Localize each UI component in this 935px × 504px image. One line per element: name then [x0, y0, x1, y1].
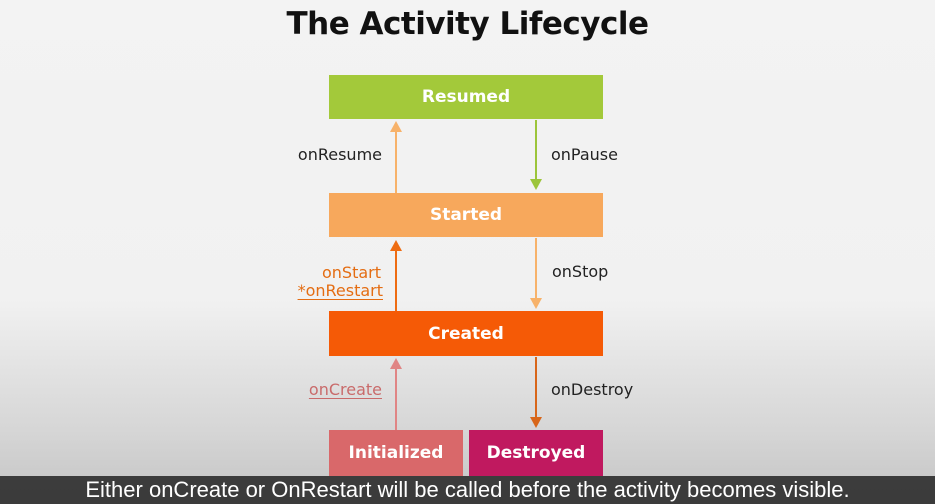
- state-destroyed: Destroyed: [469, 430, 603, 476]
- state-created-label: Created: [428, 323, 504, 344]
- state-started: Started: [329, 193, 603, 237]
- label-on-pause: onPause: [551, 145, 618, 164]
- label-on-stop: onStop: [552, 262, 609, 281]
- arrow-on-create: [390, 358, 402, 430]
- state-initialized: Initialized: [329, 430, 463, 476]
- state-started-label: Started: [429, 205, 503, 225]
- state-destroyed-label: Destroyed: [486, 443, 586, 463]
- label-on-resume: onResume: [297, 145, 382, 164]
- arrow-on-stop: [530, 238, 542, 309]
- state-initialized-label: Initialized: [348, 443, 444, 463]
- label-on-destroy: onDestroy: [551, 380, 634, 399]
- arrow-on-destroy: [530, 357, 542, 428]
- arrow-on-pause: [530, 120, 542, 190]
- subtitle-caption: Either onCreate or OnRestart will be cal…: [0, 476, 935, 504]
- arrow-on-start: [390, 240, 402, 311]
- diagram-title: The Activity Lifecycle: [286, 6, 650, 42]
- state-created: Created: [329, 311, 603, 356]
- arrow-on-resume: [390, 121, 402, 193]
- label-on-create: onCreate: [308, 380, 382, 399]
- label-on-start: onStart: [321, 263, 381, 282]
- label-on-restart: *onRestart: [297, 281, 383, 300]
- state-resumed-label: Resumed: [421, 87, 511, 107]
- state-resumed: Resumed: [329, 75, 603, 119]
